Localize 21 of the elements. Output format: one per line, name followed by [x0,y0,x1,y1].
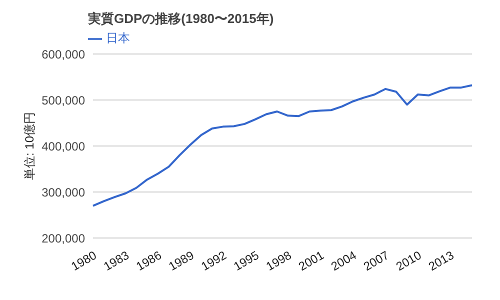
x-tick-label: 2013 [426,248,457,274]
x-tick-label: 1992 [198,248,230,274]
x-tick-label: 1998 [264,248,294,274]
y-tick-label: 600,000 [42,47,86,62]
x-tick-label: 2004 [328,248,360,274]
y-tick-label: 500,000 [42,93,86,108]
x-tick-label: 1983 [101,248,132,274]
line-series [92,84,473,207]
legend-label: 日本 [106,31,130,45]
x-tick-label: 2007 [361,248,392,274]
x-tick-label: 1986 [134,248,164,274]
y-tick-label: 200,000 [42,231,86,246]
x-tick-label: 2001 [296,248,327,274]
x-tick-label: 1995 [231,248,262,274]
y-axis-title: 単位: 10億円 [22,112,36,180]
x-tick-label: 2010 [394,248,424,274]
y-tick-label: 400,000 [42,139,86,154]
x-tick-label: 1989 [166,248,197,274]
chart-title: 実質GDPの推移(1980〜2015年) [88,10,274,28]
x-tick-label: 1980 [68,248,100,274]
y-tick-label: 300,000 [42,185,86,200]
